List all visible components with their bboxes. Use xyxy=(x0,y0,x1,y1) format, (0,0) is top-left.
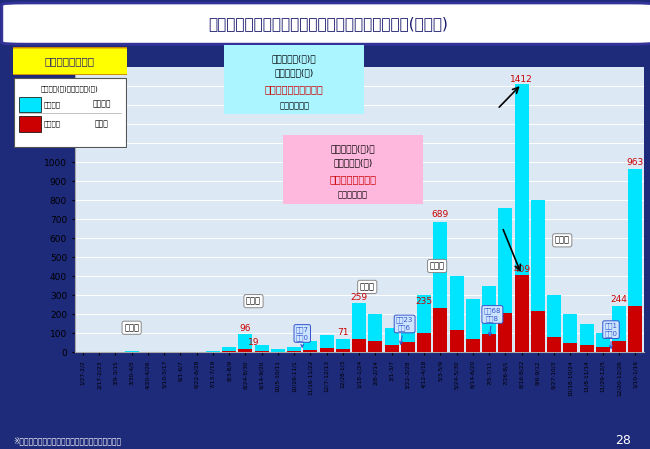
Bar xyxy=(450,330,463,352)
Bar xyxy=(466,299,480,352)
Text: 689: 689 xyxy=(432,211,449,220)
Text: １月３日(月)～１月９日(日): １月３日(月)～１月９日(日) xyxy=(41,85,99,92)
Text: ８月２３日(月)～: ８月２３日(月)～ xyxy=(272,54,317,63)
Text: （過去最多）: （過去最多） xyxy=(279,101,309,110)
Bar xyxy=(564,343,577,352)
FancyBboxPatch shape xyxy=(2,3,650,44)
Text: 71: 71 xyxy=(337,328,348,337)
Bar xyxy=(482,286,496,352)
Text: 奈良県及び奈良市における新規感染者数等の推移(週単位): 奈良県及び奈良市における新規感染者数等の推移(週単位) xyxy=(208,16,448,31)
Text: 県：68
市：8: 県：68 市：8 xyxy=(484,307,501,335)
Bar xyxy=(564,314,577,352)
Text: （人）: （人） xyxy=(38,46,55,56)
Bar xyxy=(629,169,642,352)
Bar xyxy=(596,347,610,352)
FancyBboxPatch shape xyxy=(14,78,125,147)
Bar xyxy=(206,351,220,352)
Bar xyxy=(352,339,366,352)
Bar xyxy=(515,84,528,352)
Text: 第１波: 第１波 xyxy=(124,323,139,332)
Bar xyxy=(629,306,642,352)
Text: ４９人: ４９人 xyxy=(95,119,109,128)
Text: 28: 28 xyxy=(615,434,630,447)
Bar xyxy=(287,351,301,352)
Bar xyxy=(271,349,285,352)
Bar xyxy=(531,200,545,352)
Text: 244: 244 xyxy=(611,295,627,304)
Text: 409: 409 xyxy=(514,264,531,273)
Text: 第３波: 第３波 xyxy=(359,282,375,291)
Text: 235: 235 xyxy=(415,297,433,306)
Bar xyxy=(304,350,317,352)
Bar xyxy=(547,295,561,352)
Bar xyxy=(531,311,545,352)
Bar xyxy=(612,341,626,352)
Bar xyxy=(434,221,447,352)
Text: ３６８人: ３６８人 xyxy=(92,100,111,109)
Text: 第２波: 第２波 xyxy=(246,297,261,306)
Bar xyxy=(466,339,480,352)
Bar xyxy=(222,347,236,352)
Bar xyxy=(222,351,236,352)
Bar xyxy=(369,314,382,352)
Text: ※青いフキダシは県・市それぞれの波の間の最小値: ※青いフキダシは県・市それぞれの波の間の最小値 xyxy=(13,436,121,445)
Bar xyxy=(580,345,593,352)
Text: 奈良県：１，４１２人: 奈良県：１，４１２人 xyxy=(265,84,324,94)
Bar xyxy=(304,341,317,352)
Text: 19: 19 xyxy=(248,338,259,347)
Text: 県：1
市：0: 県：1 市：0 xyxy=(604,322,617,348)
Text: 96: 96 xyxy=(240,324,251,333)
Bar xyxy=(352,303,366,352)
Bar xyxy=(450,277,463,352)
Bar xyxy=(239,349,252,352)
Bar xyxy=(515,275,528,352)
Bar xyxy=(287,347,301,352)
FancyBboxPatch shape xyxy=(10,48,129,75)
Bar xyxy=(499,313,512,352)
Text: ８月２３日(月)～: ８月２３日(月)～ xyxy=(330,144,375,153)
Bar xyxy=(434,308,447,352)
Bar xyxy=(320,348,333,352)
Bar xyxy=(417,295,431,352)
Bar xyxy=(239,334,252,352)
Bar xyxy=(255,345,268,352)
Text: ：奈良市: ：奈良市 xyxy=(44,121,60,128)
Bar xyxy=(547,337,561,352)
Bar xyxy=(612,306,626,352)
Text: （過去最多）: （過去最多） xyxy=(337,191,368,200)
Text: 259: 259 xyxy=(350,293,368,302)
Bar xyxy=(336,349,350,352)
Text: 県：7
市：0: 県：7 市：0 xyxy=(296,326,309,347)
Text: 第４波: 第４波 xyxy=(430,261,445,270)
Text: ８月２９日(日): ８月２９日(日) xyxy=(333,158,372,167)
FancyBboxPatch shape xyxy=(19,97,42,112)
Bar xyxy=(417,334,431,352)
Text: 第１波からの状況: 第１波からの状況 xyxy=(45,56,95,66)
Text: 963: 963 xyxy=(627,158,644,167)
Bar xyxy=(596,334,610,352)
Bar xyxy=(482,335,496,352)
Bar xyxy=(255,351,268,352)
Text: ８月２９日(日): ８月２９日(日) xyxy=(274,68,314,77)
Bar xyxy=(499,208,512,352)
Text: 県：23
市：6: 県：23 市：6 xyxy=(396,317,413,344)
FancyBboxPatch shape xyxy=(217,41,371,118)
Bar xyxy=(401,318,415,352)
Bar xyxy=(125,351,138,352)
FancyBboxPatch shape xyxy=(276,131,430,208)
Bar xyxy=(401,342,415,352)
Text: ：奈良県: ：奈良県 xyxy=(44,101,60,108)
Bar xyxy=(385,328,398,352)
Text: 第５波: 第５波 xyxy=(554,236,570,245)
Bar xyxy=(320,335,333,352)
FancyBboxPatch shape xyxy=(19,116,42,132)
Text: 奈良市：４０９人: 奈良市：４０９人 xyxy=(329,174,376,184)
Bar xyxy=(385,345,398,352)
Bar xyxy=(580,324,593,352)
Bar xyxy=(336,339,350,352)
Bar xyxy=(369,341,382,352)
Text: 1412: 1412 xyxy=(510,75,533,84)
